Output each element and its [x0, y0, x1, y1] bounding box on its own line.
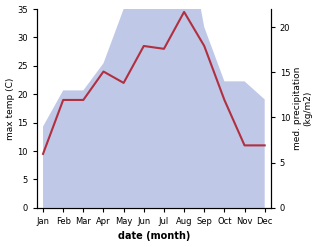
Y-axis label: max temp (C): max temp (C) — [5, 77, 15, 140]
Y-axis label: med. precipitation
(kg/m2): med. precipitation (kg/m2) — [293, 67, 313, 150]
X-axis label: date (month): date (month) — [118, 231, 190, 242]
